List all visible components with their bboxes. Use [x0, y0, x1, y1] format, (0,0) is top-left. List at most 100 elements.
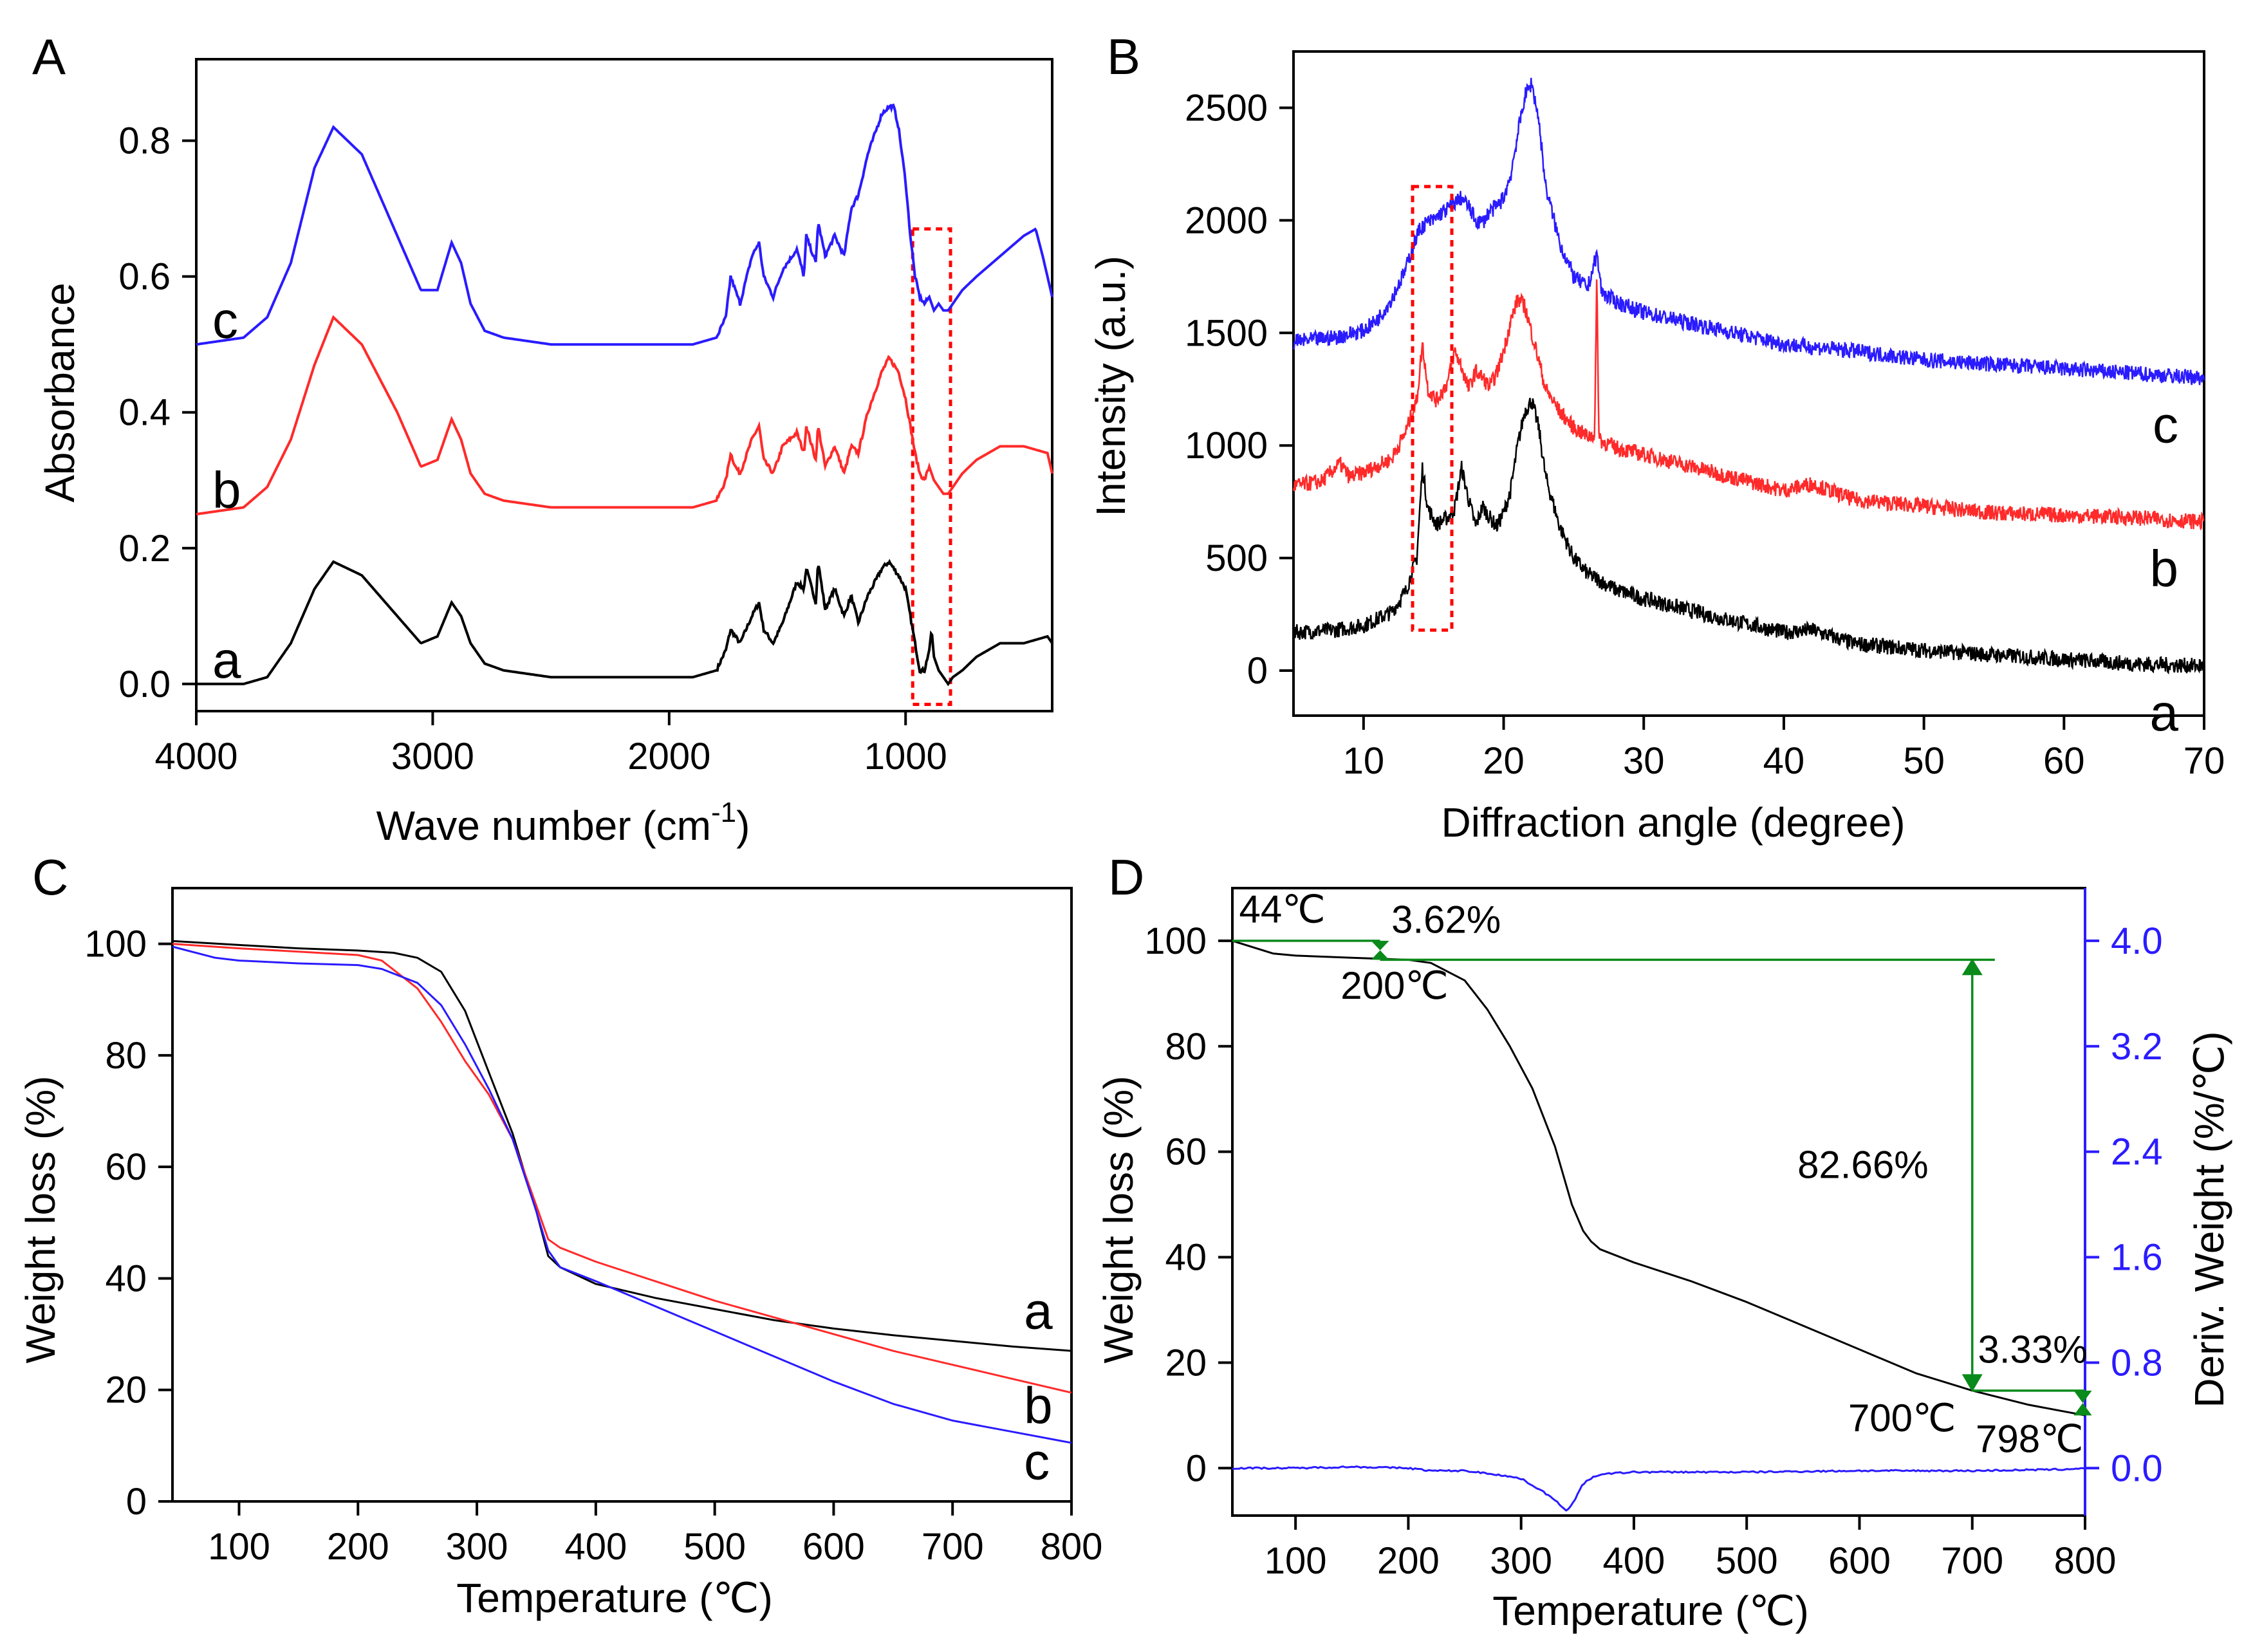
chart-d-right-tick-label: 1.6 [2111, 1237, 2163, 1279]
chart-a-plot-area: 4000 3000 2000 1000 0.0 0.2 0.4 0.6 0.8 a b c [118, 58, 1053, 777]
chart-a-x-tick-label: 4000 [154, 736, 237, 777]
chart-c-y-axis-label: Weight loss (%) [17, 1076, 64, 1364]
chart-a-y-axis-label: Absorbance [37, 283, 83, 503]
chart-d-y-axis-label: Weight loss (%) [1095, 1076, 1142, 1364]
chart-a-series-a [196, 559, 1053, 687]
chart-b-x-tick-label: 60 [2043, 740, 2085, 782]
chart-d-x-tick-label: 800 [2054, 1540, 2117, 1582]
chart-c-x-tick-label: 100 [208, 1526, 270, 1568]
chart-d-x-tick-label: 500 [1716, 1540, 1778, 1582]
chart-d: 100 200 300 400 500 600 700 800 0 20 40 60 80 100 0.0 0… [1095, 887, 2232, 1634]
chart-b-series-a [1292, 398, 2205, 675]
chart-b-x-tick-label: 10 [1343, 740, 1385, 782]
chart-d-x-tick-label: 400 [1603, 1540, 1665, 1582]
chart-c-x-tick-label: 500 [683, 1526, 746, 1568]
panel-label-d: D [1108, 849, 1144, 905]
chart-d-right-tick-label: 0.8 [2111, 1342, 2163, 1384]
chart-c-x-tick-label: 300 [446, 1526, 508, 1568]
chart-d-annotation: 82.66% [1797, 1144, 1929, 1187]
chart-c: 100 200 300 400 500 600 700 800020406080100abc … [17, 887, 1103, 1621]
chart-a-x-tick-label: 1000 [864, 736, 947, 777]
chart-d-annotation: 200℃ [1340, 964, 1449, 1007]
chart-d-x-tick-label: 300 [1490, 1540, 1552, 1582]
chart-d-right-tick-label: 2.4 [2111, 1131, 2163, 1173]
chart-c-x-tick-label: 400 [564, 1526, 627, 1568]
chart-d-y-tick-label: 60 [1165, 1131, 1207, 1173]
chart-b-y-tick-label: 2000 [1185, 200, 1268, 241]
chart-a-y-tick-label: 0.8 [118, 120, 171, 162]
chart-b-series-b [1292, 279, 2205, 531]
chart-b-x-tick-label: 70 [2184, 740, 2225, 782]
chart-b-series-label-a: a [2150, 684, 2179, 741]
chart-a-y-tick-label: 0.2 [118, 528, 171, 570]
chart-d-right-axis-label: Deriv. Weight (%/℃) [2186, 1031, 2232, 1407]
chart-a-series-label-b: b [212, 461, 241, 519]
chart-c-curve-label-c: c [1024, 1433, 1050, 1490]
chart-b-y-tick-label: 1500 [1185, 312, 1268, 354]
chart-d-x-tick-label: 100 [1265, 1540, 1327, 1582]
chart-b-x-tick-label: 20 [1483, 740, 1525, 782]
chart-b-y-tick-label: 0 [1247, 650, 1268, 692]
chart-a-x-tick-label: 3000 [391, 736, 474, 777]
chart-d-annotation: 700℃ [1848, 1397, 1956, 1440]
chart-d-y-tick-label: 100 [1144, 920, 1207, 962]
chart-d-right-tick-label: 4.0 [2111, 920, 2163, 962]
panel-label-a: A [32, 28, 66, 85]
chart-d-annotation: 798℃ [1976, 1418, 2084, 1461]
chart-b: 10 20 30 40 50 60 70 0 500 1000 1500 2000 2500 a b c Di… [1088, 50, 2225, 846]
chart-a-x-axis-label: Wave number (cm-1) [376, 797, 750, 849]
chart-a-y-tick-label: 0.0 [118, 664, 171, 705]
chart-a: 4000 3000 2000 1000 0.0 0.2 0.4 0.6 0.8 a b c Wave … [37, 58, 1053, 849]
chart-c-x-axis-label: Temperature (℃) [456, 1575, 773, 1621]
chart-d-step-marker [1371, 940, 1389, 960]
chart-d-right-tick-label: 3.2 [2111, 1026, 2163, 1068]
chart-d-x-tick-label: 200 [1377, 1540, 1440, 1582]
panel-label-c: C [32, 849, 68, 905]
chart-a-highlight-box [911, 227, 952, 706]
chart-d-y-tick-label: 40 [1165, 1237, 1207, 1279]
chart-c-x-tick-label: 200 [327, 1526, 389, 1568]
chart-d-plot-area: 100 200 300 400 500 600 700 800 0 20 40 60 80 100 0.0 0… [1144, 887, 2163, 1582]
chart-b-series-label-c: c [2153, 396, 2178, 453]
chart-c-y-tick-label: 60 [105, 1146, 147, 1188]
chart-b-highlight-box [1411, 185, 1454, 632]
chart-c-x-tick-label: 800 [1041, 1526, 1103, 1568]
chart-d-arrowhead-down [1961, 1374, 1983, 1392]
chart-d-y-tick-label: 0 [1186, 1447, 1207, 1489]
chart-c-series-c [172, 945, 1072, 1444]
chart-c-x-tick-label: 600 [802, 1526, 865, 1568]
chart-c-y-tick-label: 100 [84, 923, 147, 965]
chart-a-y-tick-label: 0.4 [118, 392, 171, 434]
chart-b-x-tick-label: 30 [1623, 740, 1665, 782]
chart-b-x-tick-label: 40 [1763, 740, 1805, 782]
chart-d-x-tick-label: 600 [1828, 1540, 1891, 1582]
chart-d-right-tick-label: 0.0 [2111, 1447, 2163, 1489]
chart-a-series-label-a: a [212, 631, 241, 689]
chart-d-annotation: 3.33% [1978, 1328, 2087, 1371]
chart-c-y-tick-label: 40 [105, 1258, 147, 1299]
chart-d-annotation: 3.62% [1391, 898, 1501, 942]
chart-d-series-DTG [1232, 1465, 2086, 1512]
chart-b-frame [1292, 50, 2205, 717]
chart-d-annotation: 44℃ [1239, 887, 1326, 931]
chart-d-y-tick-label: 20 [1165, 1342, 1207, 1384]
chart-a-series-c [196, 103, 1053, 346]
chart-a-y-tick-label: 0.6 [118, 256, 171, 298]
chart-c-plot-area: 100 200 300 400 500 600 700 800 0 20 40 60 80 100 abc [84, 887, 1103, 1568]
chart-b-y-axis-label: Intensity (a.u.) [1088, 255, 1134, 517]
panel-label-b: B [1107, 28, 1140, 85]
chart-b-y-tick-label: 1000 [1185, 425, 1268, 467]
chart-b-y-tick-label: 2500 [1185, 87, 1268, 129]
chart-c-x-tick-label: 700 [922, 1526, 984, 1568]
chart-a-series-b [196, 315, 1053, 515]
chart-b-x-axis-label: Diffraction angle (degree) [1442, 799, 1906, 846]
chart-b-plot-area: 10 20 30 40 50 60 70 0 500 1000 1500 2000 2500 a b c [1185, 50, 2225, 782]
chart-c-y-tick-label: 0 [126, 1481, 147, 1523]
chart-d-y-tick-label: 80 [1165, 1026, 1207, 1068]
chart-c-frame [171, 887, 1073, 1503]
chart-c-y-tick-label: 20 [105, 1369, 147, 1411]
chart-d-x-tick-label: 700 [1941, 1540, 2003, 1582]
chart-d-arrowhead-up [1961, 958, 1983, 976]
